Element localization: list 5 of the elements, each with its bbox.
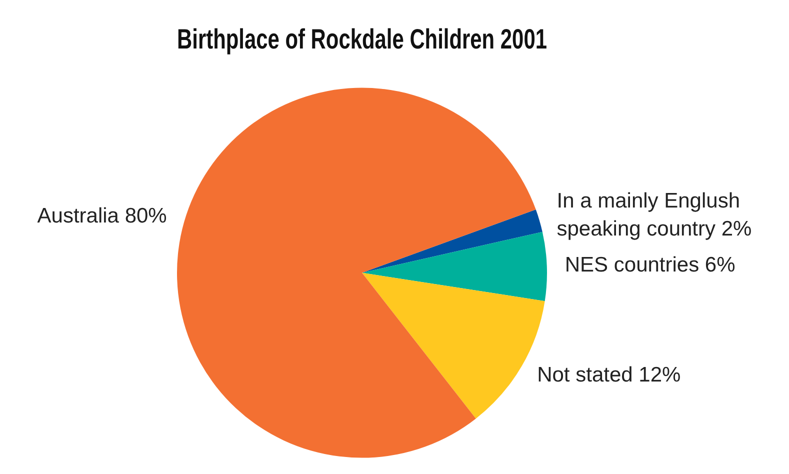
slice-label: Not stated 12% — [537, 363, 681, 386]
slice-label: Australia 80% — [37, 204, 167, 228]
chart-title: Birthplace of Rockdale Children 2001 — [177, 24, 548, 56]
slice-label: NES countries 6% — [564, 254, 736, 277]
slice-label: In a mainly Englush speaking country 2% — [556, 189, 752, 240]
